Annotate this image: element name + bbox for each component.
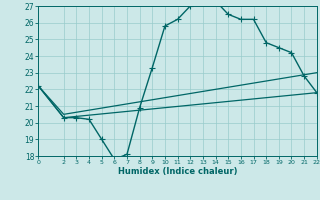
X-axis label: Humidex (Indice chaleur): Humidex (Indice chaleur): [118, 167, 237, 176]
